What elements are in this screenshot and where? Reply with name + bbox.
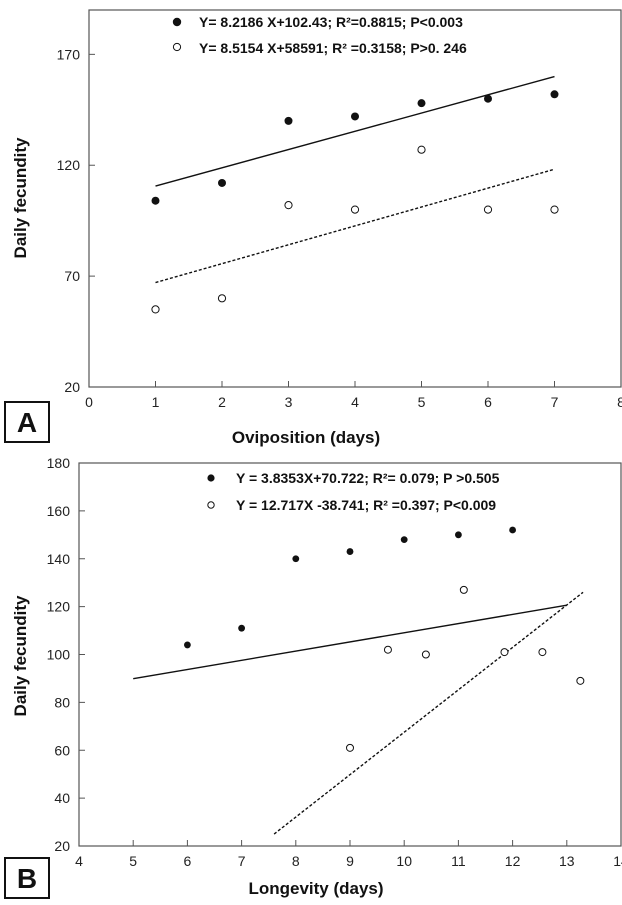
legend-marker-filled-b xyxy=(207,474,215,482)
data-point-open-a-6 xyxy=(550,205,559,214)
data-point-filled-b-6 xyxy=(509,526,516,534)
y-tick-label-b-4: 100 xyxy=(47,647,71,663)
legend-label-open-a: Y= 8.5154 X+58591; R² =0.3158; P>0. 246 xyxy=(199,40,467,56)
x-tick-label-a-1: 1 xyxy=(152,394,160,410)
x-tick-label-a-0: 0 xyxy=(85,394,93,410)
x-tick-label-b-2: 6 xyxy=(184,853,192,869)
y-tick-label-b-7: 160 xyxy=(47,503,71,519)
data-point-filled-a-3 xyxy=(351,112,359,121)
trend-line-filled-b xyxy=(133,604,567,680)
legend-marker-open-a xyxy=(172,42,182,52)
trend-lines-b xyxy=(133,591,584,835)
y-tick-label-b-5: 120 xyxy=(47,599,71,615)
chart-panel-a: 20 70 120 170 0 1 2 3 4 5 6 7 8 Y= 8.2186 X+102.43;… xyxy=(4,9,622,447)
data-point-open-a-1 xyxy=(217,294,227,303)
panel-label-box-b xyxy=(4,857,50,899)
x-tick-label-b-6: 10 xyxy=(396,853,412,869)
x-tick-label-a-2: 2 xyxy=(218,394,226,410)
x-axis-title-a: Oviposition (days) xyxy=(232,428,380,447)
y-tick-label-a-2: 120 xyxy=(57,157,81,173)
data-point-open-b-0 xyxy=(346,743,354,752)
y-axis-ticks-a: 20 70 120 170 xyxy=(57,46,95,395)
legend-label-filled-a: Y= 8.2186 X+102.43; R²=0.8815; P<0.003 xyxy=(199,14,463,30)
y-tick-label-b-1: 40 xyxy=(54,790,70,806)
x-tick-label-b-1: 5 xyxy=(129,853,137,869)
data-point-filled-a-6 xyxy=(550,90,559,99)
legend-b: Y = 3.8353X+70.722; R²= 0.079; P >0.505 … xyxy=(207,470,500,513)
data-point-filled-b-4 xyxy=(400,536,408,543)
data-point-open-a-5 xyxy=(483,205,493,214)
data-point-open-a-4 xyxy=(417,145,426,154)
y-tick-label-b-8: 180 xyxy=(47,455,71,471)
data-point-open-a-2 xyxy=(284,201,293,210)
data-point-open-a-3 xyxy=(350,205,360,214)
x-tick-label-a-8: 8 xyxy=(617,394,622,410)
data-point-filled-a-0 xyxy=(151,196,160,205)
legend-a: Y= 8.2186 X+102.43; R²=0.8815; P<0.003 Y… xyxy=(172,14,467,56)
chart-panel-b: 20 40 60 80 100 120 140 160 180 4 5 6 7 8 9 10 11 12 13 14… xyxy=(4,455,622,899)
data-point-open-b-1 xyxy=(383,645,392,654)
data-point-open-b-5 xyxy=(538,648,547,657)
data-point-filled-a-5 xyxy=(484,94,492,103)
x-tick-label-b-9: 13 xyxy=(559,853,575,869)
panel-label-box-a xyxy=(4,401,50,443)
x-axis-title-b: Longevity (days) xyxy=(248,879,383,898)
data-points-b xyxy=(184,526,585,752)
x-tick-label-b-4: 8 xyxy=(292,853,300,869)
y-tick-label-a-0: 20 xyxy=(64,379,80,395)
data-point-open-a-0 xyxy=(151,305,160,314)
data-point-filled-b-3 xyxy=(346,548,354,555)
legend-marker-open-b xyxy=(207,501,215,509)
trend-line-open-b xyxy=(273,591,584,835)
data-point-filled-a-1 xyxy=(218,178,226,187)
data-point-open-b-4 xyxy=(500,648,509,657)
y-tick-label-a-1: 70 xyxy=(64,268,80,284)
x-tick-label-b-0: 4 xyxy=(75,853,83,869)
y-axis-ticks-b: 20 40 60 80 100 120 140 160 180 xyxy=(47,455,85,854)
x-axis-ticks-a: 0 1 2 3 4 5 6 7 8 xyxy=(85,381,622,410)
x-tick-label-b-8: 12 xyxy=(505,853,521,869)
y-tick-label-b-0: 20 xyxy=(54,838,70,854)
data-points-a xyxy=(151,90,559,314)
legend-label-filled-b: Y = 3.8353X+70.722; R²= 0.079; P >0.505 xyxy=(236,470,500,486)
data-point-open-b-6 xyxy=(576,676,585,685)
y-tick-label-b-3: 80 xyxy=(54,694,70,710)
data-point-filled-b-2 xyxy=(292,555,300,563)
x-axis-ticks-b: 4 5 6 7 8 9 10 11 12 13 14 xyxy=(75,840,622,869)
y-tick-label-b-6: 140 xyxy=(47,551,71,567)
panel-label-b: B xyxy=(17,863,37,894)
data-point-open-b-2 xyxy=(421,650,430,659)
panel-label-a: A xyxy=(17,407,37,438)
x-tick-label-b-10: 14 xyxy=(613,853,622,869)
x-tick-label-a-5: 5 xyxy=(418,394,426,410)
y-axis-title-b: Daily fecundity xyxy=(11,595,30,716)
x-tick-label-b-7: 11 xyxy=(451,853,466,869)
trend-line-open-a xyxy=(155,168,555,284)
x-tick-label-b-5: 9 xyxy=(346,853,354,869)
x-tick-label-a-4: 4 xyxy=(351,394,359,410)
y-tick-label-a-3: 170 xyxy=(57,46,81,62)
data-point-filled-b-0 xyxy=(184,641,191,649)
y-tick-label-b-2: 60 xyxy=(54,742,70,758)
x-tick-label-b-3: 7 xyxy=(238,853,246,869)
y-axis-title-a: Daily fecundity xyxy=(11,137,30,258)
data-point-filled-a-4 xyxy=(417,99,426,108)
legend-label-open-b: Y = 12.717X -38.741; R² =0.397; P<0.009 xyxy=(236,497,496,513)
data-point-filled-b-5 xyxy=(455,531,462,539)
data-point-open-b-3 xyxy=(459,585,468,594)
data-point-filled-b-1 xyxy=(238,624,246,632)
x-tick-label-a-3: 3 xyxy=(285,394,293,410)
data-point-filled-a-2 xyxy=(284,116,293,125)
x-tick-label-a-7: 7 xyxy=(551,394,559,410)
x-tick-label-a-6: 6 xyxy=(484,394,492,410)
legend-marker-filled-a xyxy=(172,17,182,27)
